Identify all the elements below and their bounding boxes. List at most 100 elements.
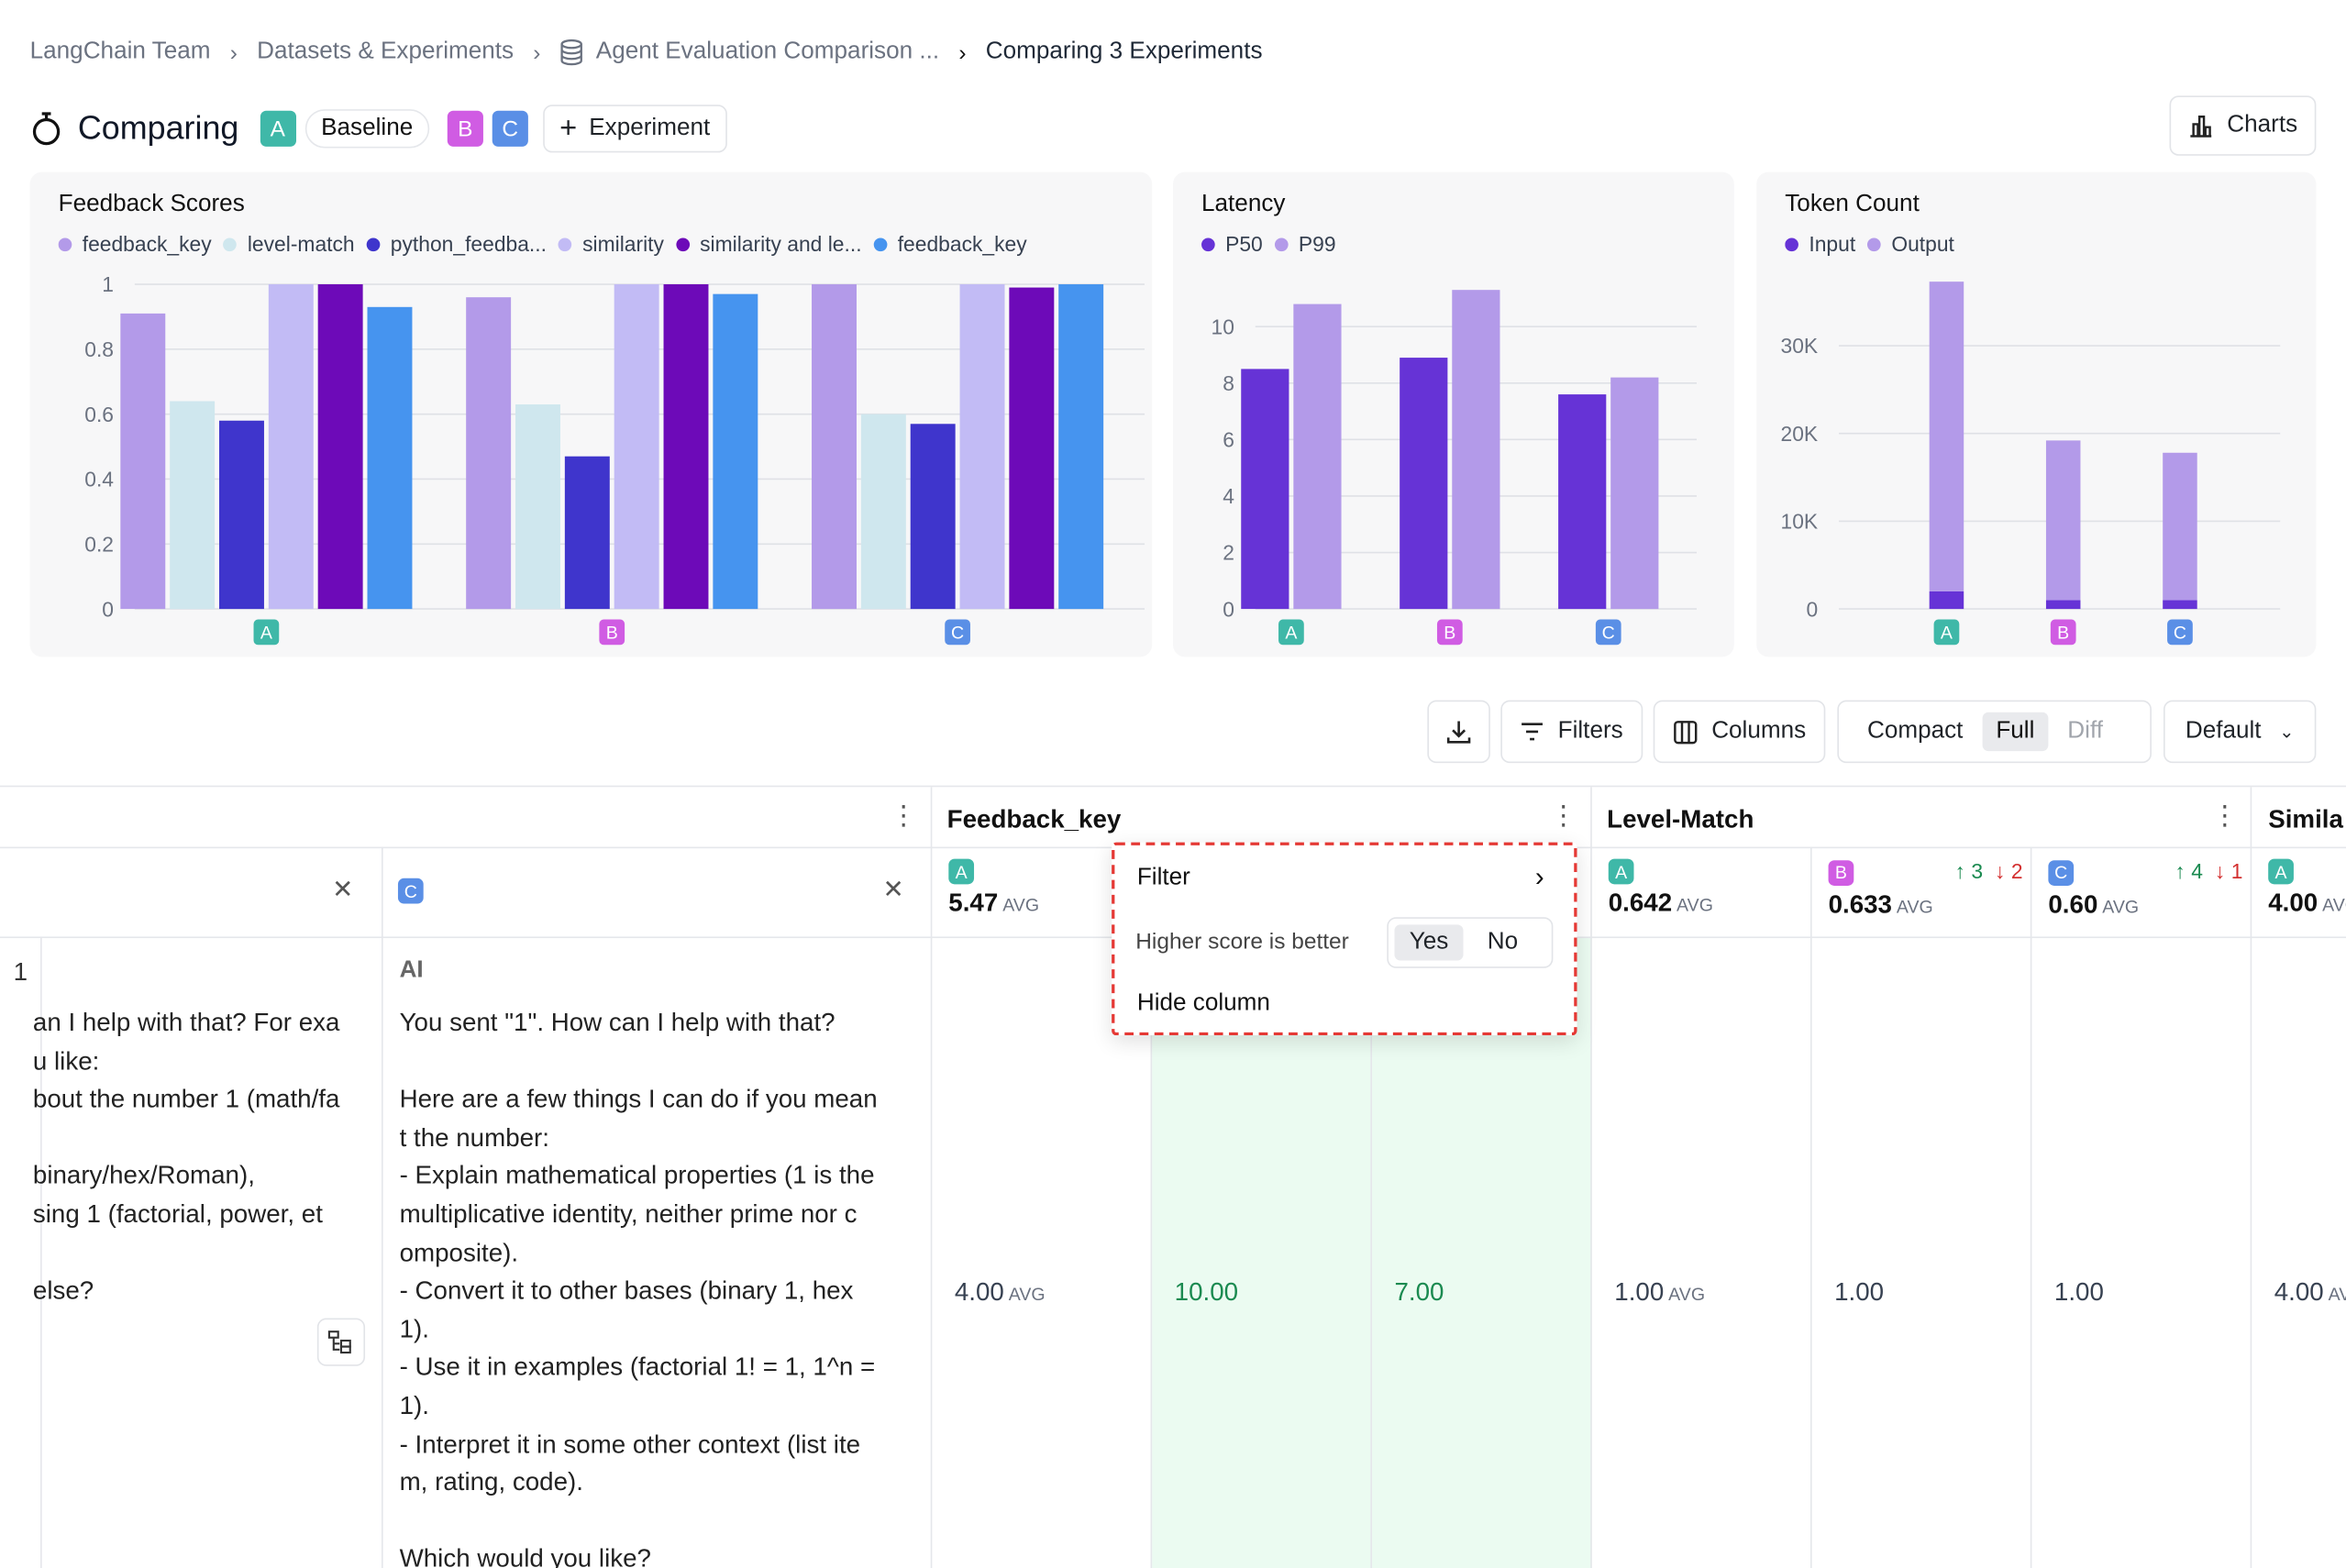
bar	[2163, 452, 2197, 601]
avg-value: 4.00	[2268, 889, 2318, 918]
legend-label: P99	[1298, 231, 1336, 257]
charts-button[interactable]: Charts	[2169, 95, 2317, 156]
menu-hide-column[interactable]: Hide column	[1136, 990, 1270, 1016]
legend-dot	[223, 237, 238, 251]
y-tick-label: 30K	[1781, 334, 1819, 358]
token-count-title: Token Count	[1785, 191, 1920, 217]
x-category-badge	[1933, 619, 1960, 646]
legend-label: Output	[1891, 231, 1954, 257]
avg-value: 0.633	[1828, 889, 1892, 919]
avg-label: AVG	[2328, 1283, 2346, 1305]
row-number: 1	[13, 957, 28, 987]
experiment-badge-c[interactable]: C	[492, 110, 528, 147]
col-divider	[930, 787, 933, 1568]
download-button[interactable]	[1427, 700, 1490, 764]
baseline-pill[interactable]: Baseline	[304, 109, 430, 149]
feedback-key-cell-a: 4.00 AVG	[955, 1277, 1046, 1308]
breadcrumb-dataset[interactable]: Agent Evaluation Comparison ...	[560, 39, 939, 66]
output-a-text: an I help with that? For exa u like: bou…	[32, 1008, 340, 1306]
level-match-a-avg: 0.642 AVG	[1609, 889, 1713, 919]
x-tick-label: B	[606, 624, 618, 644]
higher-score-label: Higher score is better	[1135, 929, 1349, 955]
breadcrumb-team[interactable]: LangChain Team	[29, 39, 211, 65]
legend-item[interactable]: similarity and le...	[676, 232, 862, 256]
column-menu: Filter › Higher score is better Yes No H…	[1112, 842, 1577, 1036]
x-category-badge	[1436, 619, 1463, 646]
breadcrumb: LangChain Team › Datasets & Experiments …	[29, 36, 1262, 69]
col-divider	[1150, 936, 1153, 1568]
legend-item[interactable]: feedback_key	[873, 232, 1027, 256]
feedback-key-menu-icon[interactable]: ⋮	[1550, 800, 1577, 831]
close-icon[interactable]: ✕	[332, 875, 354, 904]
bar	[959, 284, 1005, 610]
y-tick-label: 0.8	[84, 337, 114, 361]
level-match-cell-b: 1.00	[1834, 1277, 1885, 1307]
view-compact[interactable]: Compact	[1866, 718, 1964, 744]
highlight-cell-b	[1152, 936, 1372, 1568]
x-tick-label: B	[1444, 624, 1455, 644]
add-experiment-label: Experiment	[589, 115, 711, 141]
bar	[860, 414, 906, 610]
x-category-badge	[253, 619, 280, 646]
add-experiment-button[interactable]: + Experiment	[543, 105, 727, 153]
c-deltas: ↑ 4 ↓ 1	[2163, 859, 2242, 886]
menu-filter-label: Filter	[1136, 865, 1190, 890]
avg-value: 0.642	[1608, 889, 1673, 918]
latency-legend: P50 P99	[1201, 232, 1348, 256]
legend-item[interactable]: P99	[1274, 231, 1336, 257]
legend-item[interactable]: python_feedba...	[366, 232, 547, 256]
x-tick-label: C	[951, 624, 964, 644]
legend-item[interactable]: Input	[1785, 232, 1855, 256]
avg-label: AVG	[1008, 1283, 1046, 1305]
legend-label: P50	[1225, 231, 1263, 257]
x-tick-label: B	[2057, 624, 2069, 644]
badge-a: A	[948, 858, 975, 885]
column-badge-c: C	[397, 878, 424, 904]
legend-label: feedback_key	[82, 231, 212, 257]
legend-item[interactable]: Output	[1867, 232, 1954, 256]
trace-button[interactable]	[316, 1318, 366, 1366]
view-full[interactable]: Full	[1982, 712, 2049, 752]
title-bar: Comparing A Baseline B C + Experiment	[30, 105, 727, 153]
avg-label: AVG	[1002, 894, 1040, 916]
breadcrumb-datasets[interactable]: Datasets & Experiments	[257, 39, 515, 65]
ai-label: AI	[399, 957, 424, 984]
y-tick-label: 0.4	[84, 468, 114, 491]
higher-score-yes[interactable]: Yes	[1394, 924, 1464, 961]
legend-label: similarity	[582, 231, 664, 257]
view-diff[interactable]: Diff	[2067, 718, 2103, 744]
chevron-right-icon: ›	[533, 39, 541, 65]
x-tick-label: A	[1285, 624, 1298, 644]
bar	[1452, 290, 1500, 610]
output-column-menu-icon[interactable]: ⋮	[890, 800, 918, 831]
comparison-table: ⋮ ✕ C ✕ 1 an I help with that? For exa u…	[0, 785, 2346, 1568]
similarity-column-header[interactable]: Simila	[2268, 804, 2343, 834]
level-match-menu-icon[interactable]: ⋮	[2211, 800, 2239, 831]
improved-count: ↑ 4	[2174, 858, 2203, 883]
legend-item[interactable]: similarity	[559, 232, 664, 256]
legend-item[interactable]: P50	[1201, 232, 1263, 256]
x-tick-label: A	[1941, 624, 1953, 644]
bar	[663, 284, 709, 610]
feedback-key-column-header[interactable]: Feedback_key	[946, 804, 1122, 834]
chevron-right-icon: ›	[1534, 861, 1544, 892]
col-divider	[382, 846, 383, 1568]
bar	[564, 456, 610, 610]
regressed-count: ↓ 2	[1995, 858, 2023, 883]
feedback-key-a-summary: A 5.47 AVG	[948, 858, 1040, 919]
higher-score-no[interactable]: No	[1487, 929, 1519, 955]
experiment-badge-a[interactable]: A	[260, 110, 296, 147]
x-category-badge	[945, 619, 970, 646]
columns-button[interactable]: Columns	[1653, 700, 1826, 764]
experiment-badge-b[interactable]: B	[447, 110, 483, 147]
sort-select[interactable]: Default ⌄	[2163, 700, 2317, 764]
legend-item[interactable]: feedback_key	[58, 231, 212, 257]
bar	[1929, 282, 1964, 591]
close-icon[interactable]: ✕	[882, 875, 904, 904]
level-match-cell-a: 1.00 AVG	[1614, 1277, 1705, 1308]
chevron-down-icon: ⌄	[2279, 721, 2295, 743]
legend-item[interactable]: level-match	[223, 232, 355, 256]
menu-filter[interactable]: Filter ›	[1136, 861, 1544, 892]
level-match-column-header[interactable]: Level-Match	[1607, 804, 1754, 834]
filters-button[interactable]: Filters	[1500, 700, 1643, 764]
